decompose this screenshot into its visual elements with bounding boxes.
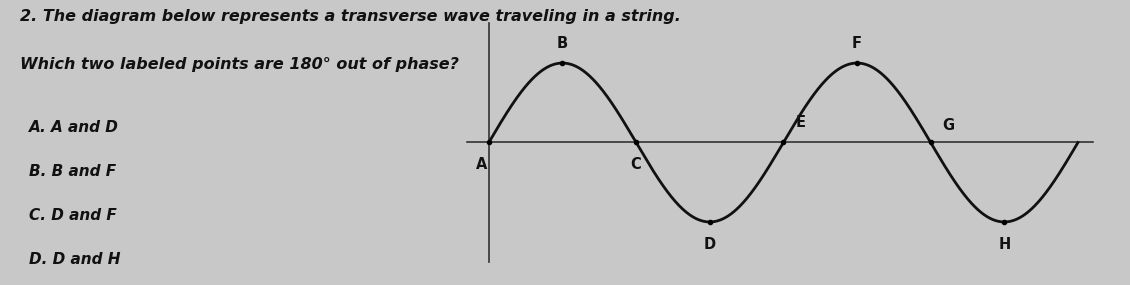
Text: D. D and H: D. D and H xyxy=(29,252,121,267)
Text: B. B and F: B. B and F xyxy=(29,164,116,179)
Text: 2. The diagram below represents a transverse wave traveling in a string.: 2. The diagram below represents a transv… xyxy=(20,9,681,24)
Text: H: H xyxy=(998,237,1010,252)
Text: Which two labeled points are 180° out of phase?: Which two labeled points are 180° out of… xyxy=(20,57,459,72)
Text: C. D and F: C. D and F xyxy=(29,208,118,223)
Text: D: D xyxy=(704,237,715,252)
Text: E: E xyxy=(796,115,806,130)
Text: A. A and D: A. A and D xyxy=(29,120,120,135)
Text: B: B xyxy=(557,36,568,51)
Text: C: C xyxy=(631,157,642,172)
Text: F: F xyxy=(852,36,862,51)
Text: A: A xyxy=(476,157,487,172)
Text: G: G xyxy=(942,117,955,133)
